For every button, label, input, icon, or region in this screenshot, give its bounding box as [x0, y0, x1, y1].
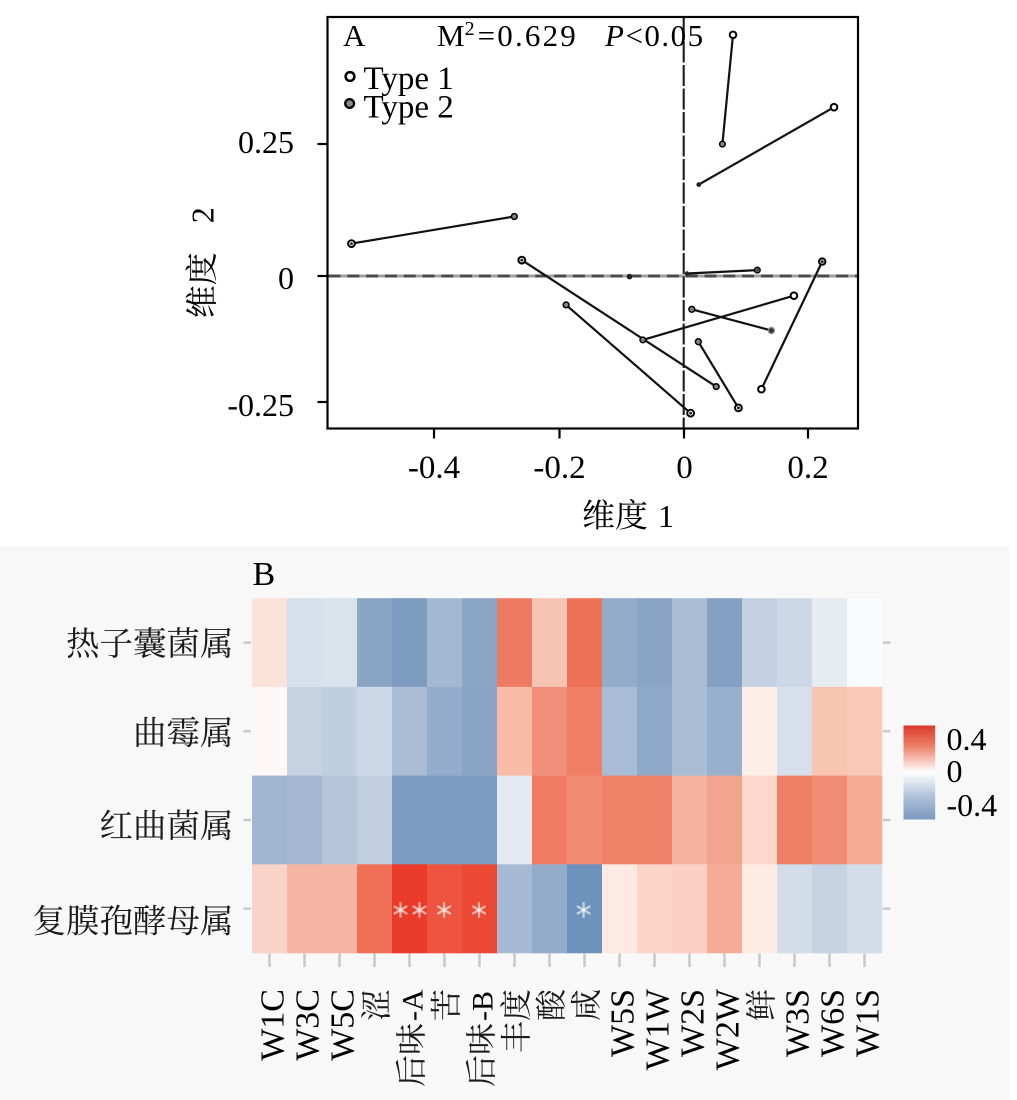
- svg-text:M2=0.629: M2=0.629: [437, 18, 578, 53]
- svg-text:0.2: 0.2: [787, 450, 828, 486]
- svg-text:0: 0: [278, 260, 294, 296]
- svg-text:W6S: W6S: [815, 989, 852, 1057]
- svg-text:W3S: W3S: [780, 989, 817, 1057]
- svg-text:W1W: W1W: [640, 988, 677, 1070]
- svg-text:W5C: W5C: [325, 989, 362, 1061]
- svg-text:W5S: W5S: [605, 989, 642, 1057]
- svg-text:W1S: W1S: [850, 989, 887, 1057]
- svg-text:W2W: W2W: [710, 988, 747, 1070]
- svg-text:W2S: W2S: [675, 989, 712, 1057]
- svg-text:Type 1: Type 1: [364, 61, 454, 97]
- svg-text:0: 0: [947, 753, 963, 789]
- svg-text:2: 2: [185, 207, 221, 223]
- svg-text:P<0.05: P<0.05: [604, 18, 705, 53]
- svg-text:-0.25: -0.25: [227, 387, 294, 423]
- svg-text:-0.4: -0.4: [947, 787, 998, 823]
- svg-text:-0.2: -0.2: [533, 450, 585, 486]
- svg-text:1: 1: [658, 498, 674, 534]
- svg-text:W3C: W3C: [290, 989, 327, 1061]
- svg-text:B: B: [253, 556, 276, 593]
- svg-text:0: 0: [676, 450, 693, 486]
- svg-text:0.4: 0.4: [947, 721, 987, 757]
- svg-text:A: A: [343, 18, 366, 53]
- svg-text:-0.4: -0.4: [408, 450, 460, 486]
- svg-text:-A: -A: [397, 989, 430, 1021]
- svg-text:-B: -B: [467, 991, 500, 1021]
- svg-text:Type 2: Type 2: [364, 90, 454, 126]
- svg-text:W1C: W1C: [255, 989, 292, 1061]
- svg-text:0.25: 0.25: [238, 124, 294, 160]
